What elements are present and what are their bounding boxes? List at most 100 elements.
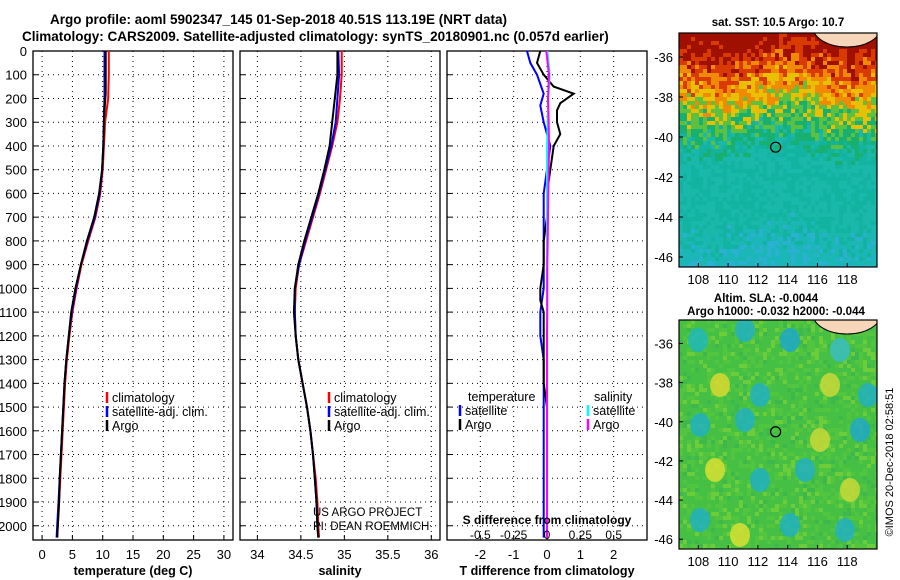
map-cell	[795, 225, 799, 229]
map-cell	[855, 257, 859, 261]
map-cell	[863, 205, 867, 209]
map-cell	[847, 125, 851, 129]
map-cell	[759, 324, 763, 328]
map-cell	[819, 105, 823, 109]
map-cell	[851, 53, 855, 57]
map-cell	[683, 424, 687, 428]
map-cell	[831, 221, 835, 225]
map-cell	[875, 448, 877, 452]
map-cell	[807, 432, 811, 436]
map-cell	[871, 356, 875, 360]
map-cell	[755, 344, 759, 348]
map-cell	[771, 129, 775, 133]
map-cell	[791, 237, 795, 241]
map-cell	[827, 412, 831, 416]
map-cell	[807, 149, 811, 153]
map-cell	[707, 105, 711, 109]
map-cell	[823, 424, 827, 428]
map-cell	[715, 45, 719, 49]
map-cell	[811, 93, 815, 97]
map-cell	[707, 109, 711, 113]
map-cell	[727, 444, 731, 448]
map-cell	[679, 356, 683, 360]
map-cell	[763, 165, 767, 169]
map-cell	[827, 241, 831, 245]
y-tick-label: 1600	[0, 424, 27, 439]
map-cell	[831, 165, 835, 169]
map-cell	[767, 400, 771, 404]
map-cell	[811, 65, 815, 69]
map-cell	[771, 101, 775, 105]
map-cell	[723, 328, 727, 332]
map-cell	[771, 57, 775, 61]
map-cell	[727, 213, 731, 217]
map-cell	[755, 372, 759, 376]
map-cell	[787, 141, 791, 145]
map-cell	[755, 428, 759, 432]
map-cell	[847, 396, 851, 400]
map-cell	[823, 185, 827, 189]
map-cell	[839, 440, 843, 444]
map-cell	[875, 364, 877, 368]
map-cell	[787, 105, 791, 109]
map-cell	[831, 253, 835, 257]
map-cell	[803, 49, 807, 53]
map-cell	[815, 41, 819, 45]
map-cell	[799, 229, 803, 233]
map-cell	[815, 157, 819, 161]
map-cell	[763, 61, 767, 65]
map-cell	[847, 181, 851, 185]
map-cell	[751, 145, 755, 149]
map-cell	[815, 113, 819, 117]
map-cell	[699, 161, 703, 165]
map-cell	[787, 396, 791, 400]
map-cell	[687, 233, 691, 237]
map-cell	[795, 416, 799, 420]
map-cell	[759, 213, 763, 217]
map-cell	[839, 57, 843, 61]
map-cell	[743, 181, 747, 185]
map-cell	[775, 364, 779, 368]
map-cell	[771, 265, 775, 267]
map-cell	[799, 436, 803, 440]
map-cell	[867, 149, 871, 153]
x-axis-label: temperature (deg C)	[74, 564, 193, 578]
map-cell	[791, 265, 795, 267]
map-cell	[771, 364, 775, 368]
map-cell	[751, 137, 755, 141]
map-cell	[711, 49, 715, 53]
map-cell	[691, 137, 695, 141]
map-cell	[803, 205, 807, 209]
map-cell	[787, 41, 791, 45]
map-cell	[739, 189, 743, 193]
map-cell	[835, 101, 839, 105]
map-cell	[735, 384, 739, 388]
map-cell	[747, 460, 751, 464]
map-cell	[731, 344, 735, 348]
map-cell	[819, 97, 823, 101]
map-cell	[711, 241, 715, 245]
map-cell	[699, 173, 703, 177]
map-cell	[707, 61, 711, 65]
map-cell	[695, 233, 699, 237]
map-cell	[855, 452, 859, 456]
map-cell	[775, 69, 779, 73]
map-cell	[751, 384, 755, 388]
map-cell	[711, 77, 715, 81]
map-cell	[723, 416, 727, 420]
x-tick-label: 35.5	[375, 547, 400, 562]
map-cell	[759, 360, 763, 364]
map-cell	[679, 205, 683, 209]
map-cell	[791, 77, 795, 81]
map-cell	[823, 217, 827, 221]
map-cell	[871, 440, 875, 444]
map-cell	[839, 117, 843, 121]
map-cell	[679, 384, 683, 388]
map-cell	[783, 73, 787, 77]
map-cell	[819, 165, 823, 169]
map-cell	[863, 113, 867, 117]
map-cell	[739, 392, 743, 396]
map-cell	[703, 145, 707, 149]
map-cell	[871, 125, 875, 129]
map-cell	[815, 197, 819, 201]
